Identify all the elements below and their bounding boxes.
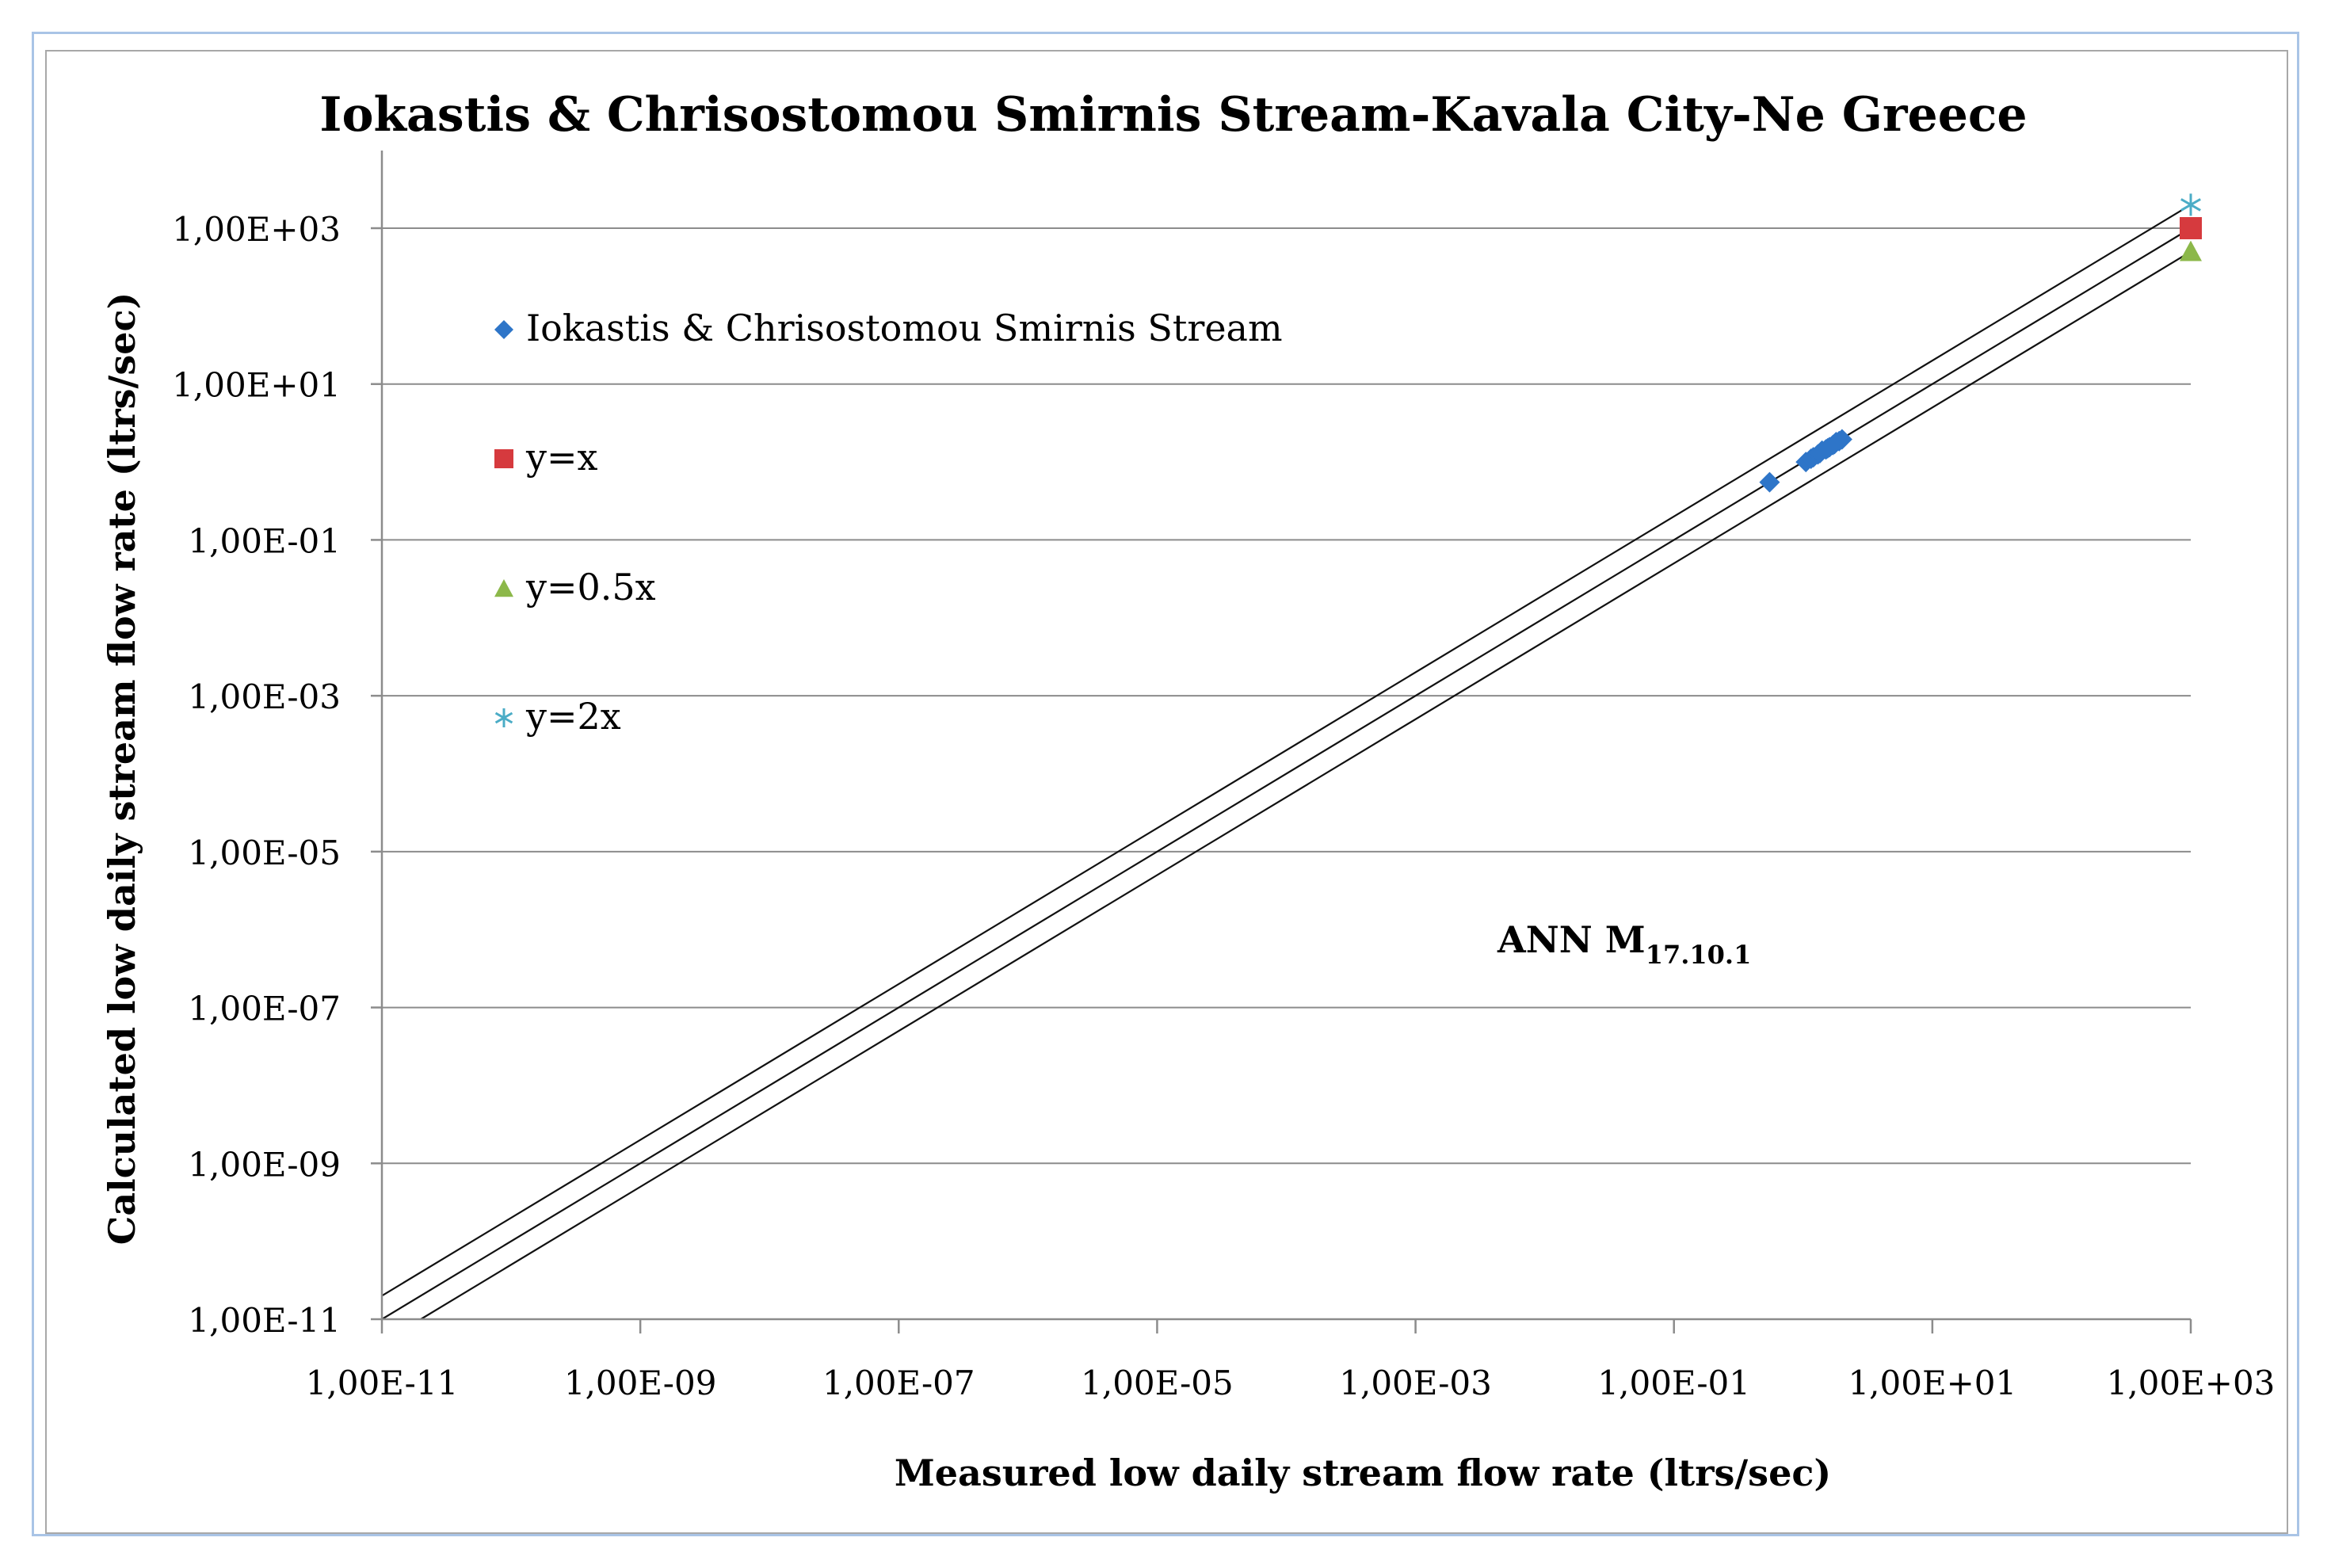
y-tick-label: 1,00E+01 bbox=[172, 366, 341, 405]
data-point bbox=[1759, 471, 1780, 493]
legend-marker-triangle bbox=[494, 579, 513, 597]
legend-label: y=x bbox=[525, 436, 598, 479]
marker-y-0-5x bbox=[2180, 240, 2202, 261]
y-tick-label: 1,00E-09 bbox=[188, 1145, 341, 1184]
y-axis-label: Calculated low daily stream flow rate (l… bbox=[101, 292, 143, 1246]
x-tick-label: 1,00E-11 bbox=[306, 1364, 459, 1402]
legend-label: y=0.5x bbox=[525, 566, 656, 609]
reference-lines bbox=[381, 204, 2192, 1320]
model-annotation: ANN M17.10.1 bbox=[1497, 918, 1751, 970]
model-annotation-subscript: 17.10.1 bbox=[1646, 940, 1752, 970]
x-axis-label: Measured low daily stream flow rate (ltr… bbox=[895, 1452, 1831, 1494]
x-tick-label: 1,00E+03 bbox=[2107, 1364, 2276, 1402]
asterisk-stroke bbox=[2180, 198, 2201, 212]
data-points bbox=[1759, 193, 2202, 493]
data-point bbox=[1831, 429, 1852, 450]
x-tick-label: 1,00E-07 bbox=[822, 1364, 975, 1402]
y-tick-label: 1,00E-05 bbox=[188, 834, 341, 872]
x-tick-label: 1,00E-01 bbox=[1597, 1364, 1750, 1402]
asterisk-stroke bbox=[494, 712, 513, 724]
reference-line-y-0-5x bbox=[420, 250, 2192, 1320]
x-tick-label: 1,00E-03 bbox=[1339, 1364, 1492, 1402]
y-tick-label: 1,00E-07 bbox=[188, 990, 341, 1028]
legend: Iokastis & Chrisostomou Smirnis Stream y=… bbox=[494, 307, 1283, 738]
axes: 1,00E-11 1,00E-09 1,00E-07 1,00E-05 1,00E-03… bbox=[172, 151, 2275, 1402]
marker-y-x bbox=[2180, 217, 2202, 239]
chart-title: Iokastis & Chrisostomou Smirnis Stream-K… bbox=[319, 87, 2027, 143]
x-tick-label: 1,00E-05 bbox=[1081, 1364, 1234, 1402]
legend-label: Iokastis & Chrisostomou Smirnis Stream bbox=[526, 307, 1283, 349]
y-tick-label: 1,00E-01 bbox=[188, 521, 341, 560]
legend-marker-asterisk bbox=[494, 708, 513, 727]
marker-y-2x bbox=[2180, 193, 2201, 216]
y-tick-label: 1,00E-03 bbox=[188, 677, 341, 716]
legend-label: y=2x bbox=[525, 695, 621, 738]
reference-line-y-x bbox=[381, 227, 2192, 1320]
legend-marker-square bbox=[494, 449, 513, 468]
x-tick-label: 1,00E-09 bbox=[564, 1364, 717, 1402]
y-tick-label: 1,00E+03 bbox=[172, 210, 341, 249]
x-tick-label: 1,00E+01 bbox=[1848, 1364, 2016, 1402]
grid-layer bbox=[382, 227, 2191, 1320]
y-tick-label: 1,00E-11 bbox=[188, 1301, 341, 1340]
reference-line-y-2x bbox=[381, 204, 2192, 1297]
chart-area-border bbox=[45, 50, 2288, 1534]
legend-marker-diamond bbox=[494, 320, 513, 339]
model-annotation-main: ANN M bbox=[1497, 918, 1646, 961]
